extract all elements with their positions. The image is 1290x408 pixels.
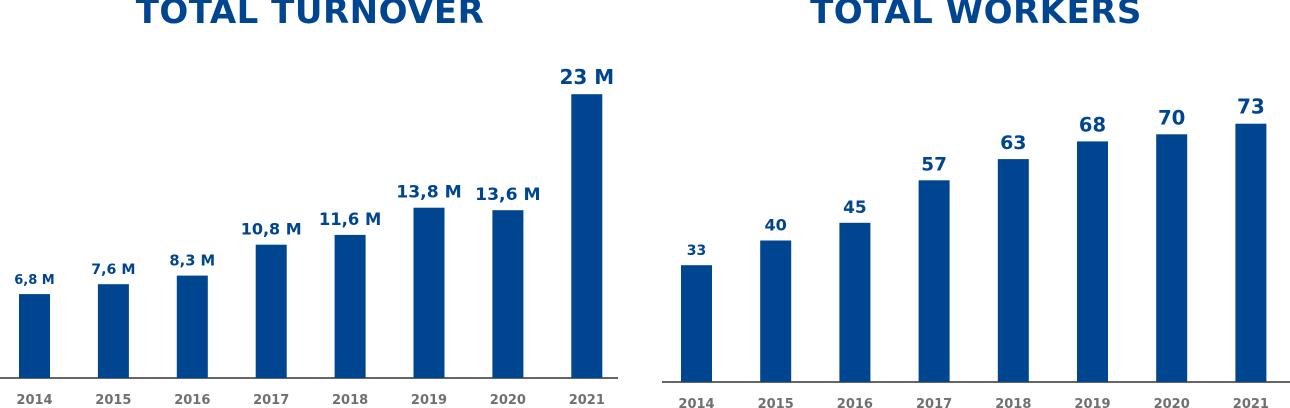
turnover-tick-label-2014: 2014	[16, 393, 52, 408]
workers-value-label-2019: 68	[1079, 113, 1106, 136]
turnover-tick-label-2019: 2019	[411, 393, 447, 408]
turnover-tick-label-2017: 2017	[253, 393, 289, 408]
workers-tick-label-2014: 2014	[678, 397, 714, 408]
turnover-value-label-2016: 8,3 M	[169, 253, 215, 270]
workers-chart-title: TOTAL WORKERS	[810, 0, 1142, 32]
workers-tick-label-2016: 2016	[837, 397, 873, 408]
turnover-tick-label-2020: 2020	[490, 393, 526, 408]
turnover-bar-2020	[492, 210, 524, 378]
workers-bar-2014	[681, 265, 712, 382]
workers-bar-2015	[760, 240, 792, 382]
turnover-bar-2018	[334, 234, 366, 378]
turnover-value-label-2020: 13,6 M	[475, 185, 541, 205]
workers-bar-2021	[1235, 123, 1267, 382]
workers-tick-label-2018: 2018	[995, 397, 1031, 408]
workers-value-label-2018: 63	[1000, 132, 1026, 154]
turnover-value-label-2018: 11,6 M	[319, 210, 381, 229]
workers-tick-label-2020: 2020	[1154, 397, 1190, 408]
turnover-chart-title: TOTAL TURNOVER	[135, 0, 485, 32]
workers-bar-2020	[1156, 134, 1188, 382]
workers-tick-label-2017: 2017	[916, 397, 952, 408]
workers-bar-2018	[997, 159, 1029, 382]
turnover-value-label-2015: 7,6 M	[91, 262, 135, 278]
turnover-value-label-2014: 6,8 M	[14, 273, 55, 288]
turnover-bar-2017	[255, 244, 287, 378]
turnover-bar-2016	[176, 275, 208, 378]
workers-tick-label-2021: 2021	[1233, 397, 1269, 408]
turnover-tick-label-2018: 2018	[332, 393, 368, 408]
workers-value-label-2014: 33	[687, 243, 706, 259]
turnover-tick-label-2016: 2016	[174, 393, 210, 408]
turnover-bar-2021	[571, 94, 603, 378]
turnover-value-label-2017: 10,8 M	[241, 220, 302, 239]
workers-value-label-2016: 45	[843, 197, 867, 217]
workers-value-label-2021: 73	[1237, 95, 1265, 119]
workers-value-label-2020: 70	[1158, 106, 1185, 129]
workers-bar-2019	[1077, 141, 1108, 382]
turnover-tick-label-2021: 2021	[569, 393, 605, 408]
turnover-bar-2014	[19, 294, 50, 378]
workers-value-label-2017: 57	[921, 154, 947, 175]
turnover-value-label-2019: 13,8 M	[396, 183, 462, 203]
workers-tick-label-2015: 2015	[758, 397, 794, 408]
workers-bar-2016	[839, 222, 871, 382]
turnover-tick-label-2015: 2015	[95, 393, 131, 408]
turnover-value-label-2021: 23 M	[559, 65, 614, 89]
turnover-bar-2015	[97, 284, 129, 378]
workers-tick-label-2019: 2019	[1074, 397, 1110, 408]
workers-value-label-2015: 40	[764, 216, 786, 235]
workers-bar-2017	[918, 180, 950, 382]
turnover-bar-2019	[413, 207, 445, 378]
